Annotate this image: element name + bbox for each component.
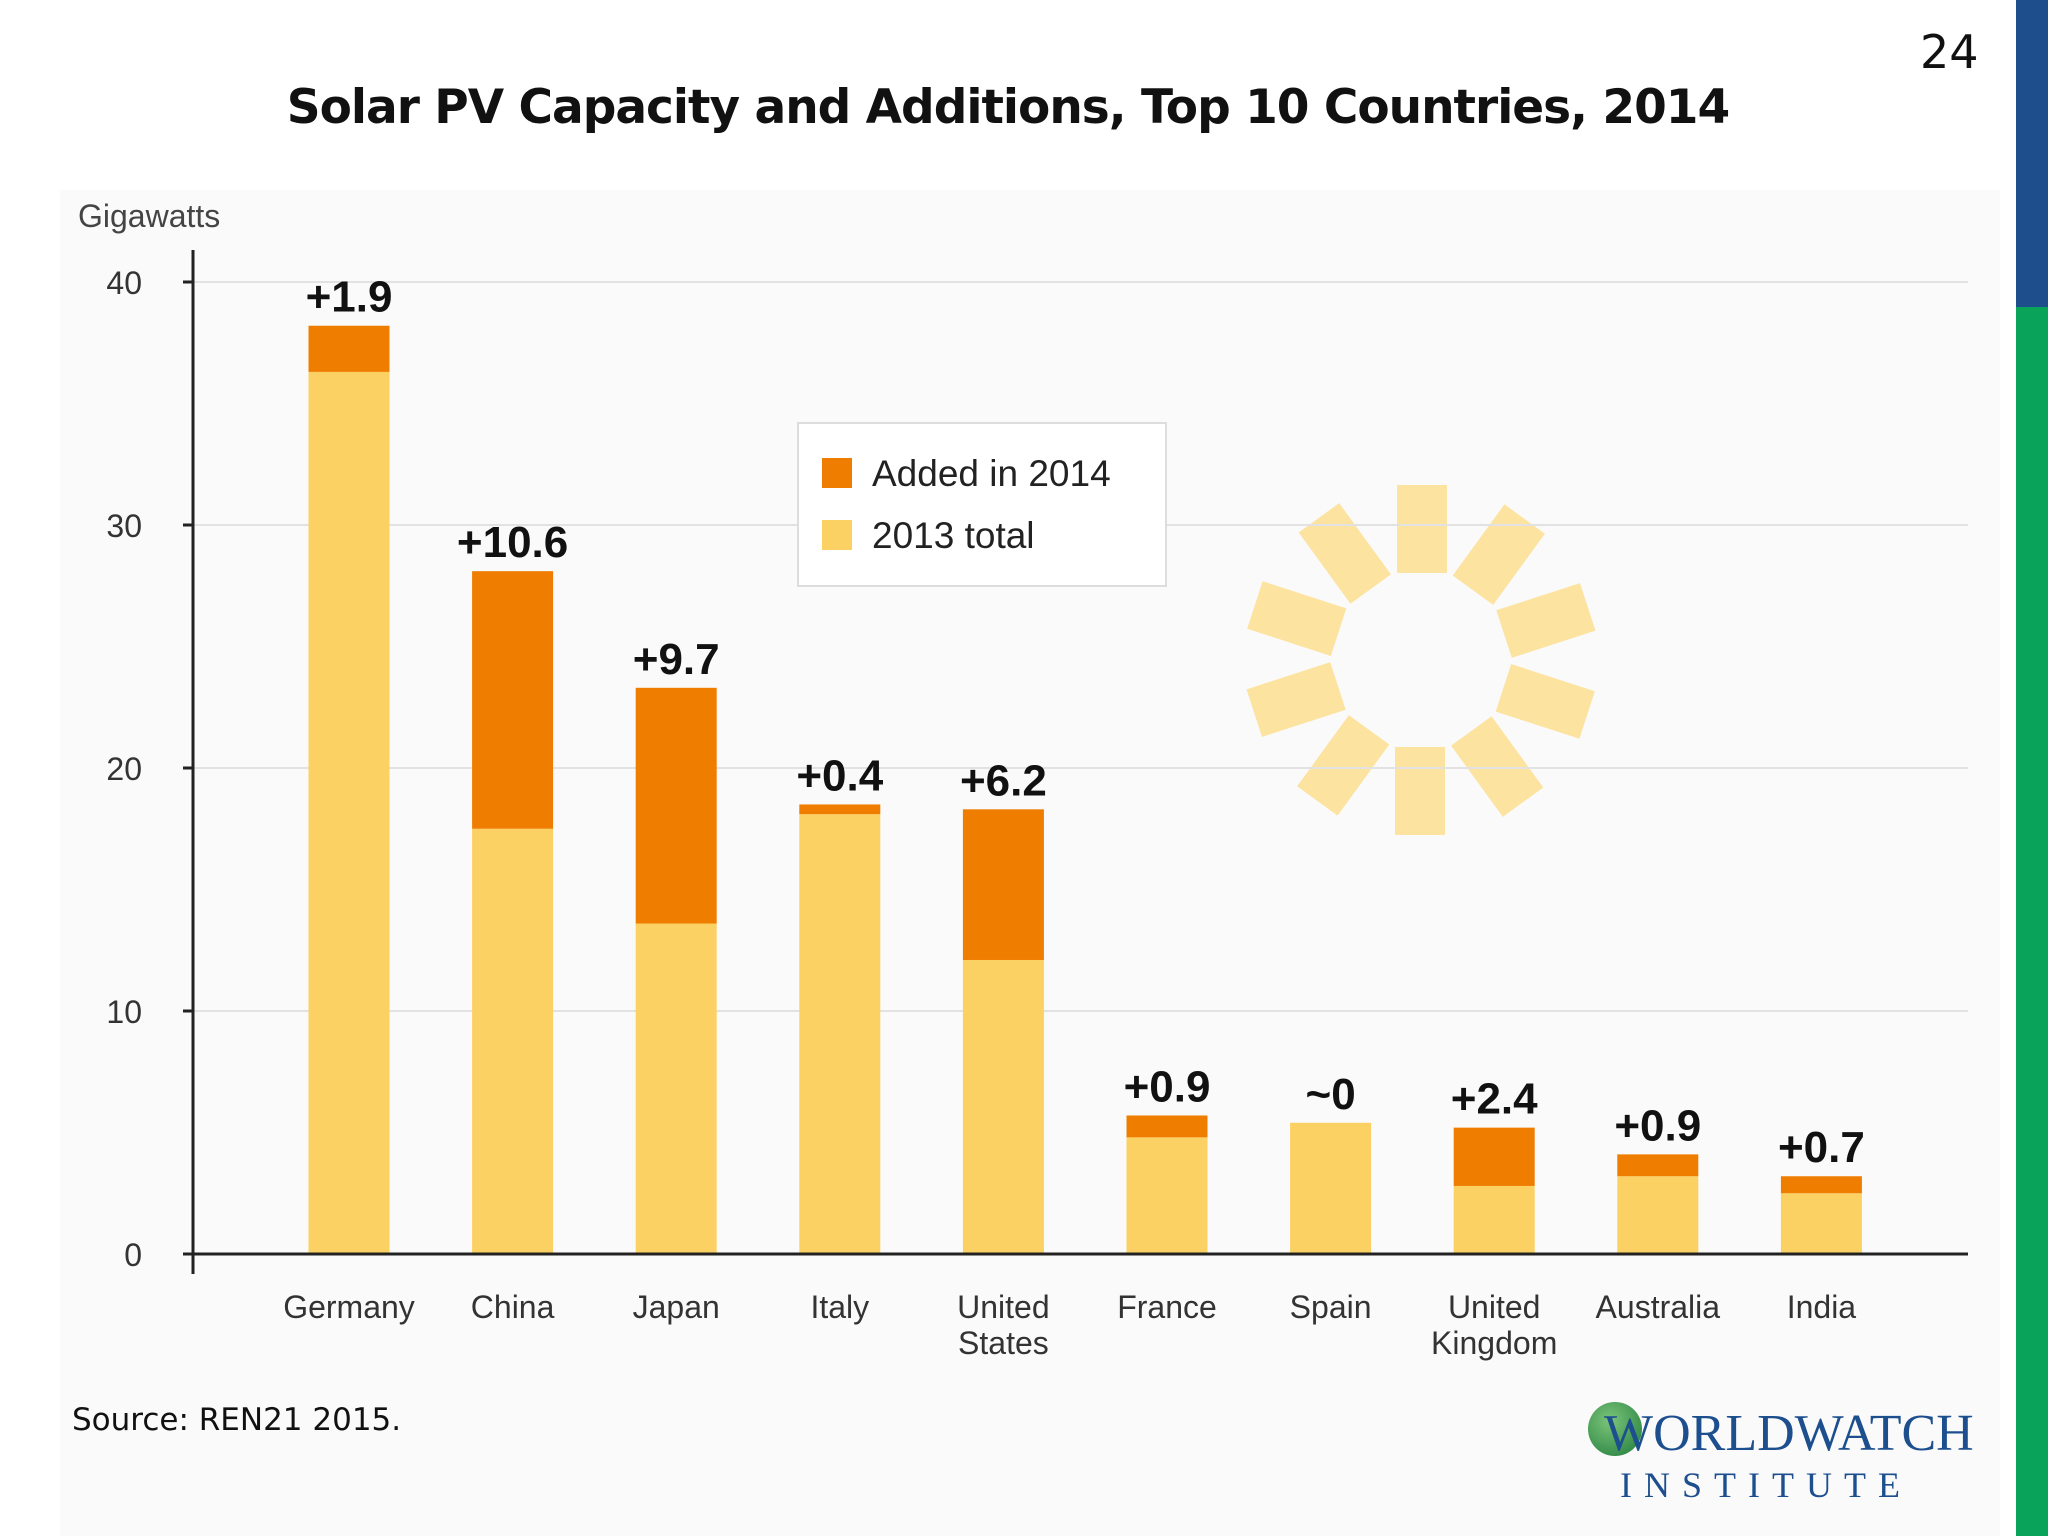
bar-added-2014: [1126, 1115, 1208, 1138]
logo-line-1: WORLDWATCH: [1604, 1405, 1974, 1462]
worldwatch-logo: WORLDWATCH INSTITUTE: [1588, 1398, 1974, 1513]
sun-icon: [1246, 485, 1596, 835]
slide-title: Solar PV Capacity and Additions, Top 10 …: [286, 80, 1730, 135]
bar-added-2014: [635, 687, 717, 924]
bar-2013-total: [308, 371, 390, 1254]
sun-ray: [1297, 715, 1390, 816]
source-note: Source: REN21 2015.: [72, 1402, 402, 1438]
x-tick-label: States: [958, 1325, 1049, 1361]
sun-ray: [1496, 583, 1596, 658]
data-label: +10.6: [457, 518, 568, 567]
bar-2013-total: [962, 959, 1044, 1254]
legend-label-2013: 2013 total: [872, 515, 1035, 556]
data-label: +6.2: [960, 756, 1047, 805]
bar-2013-total: [1126, 1137, 1208, 1254]
y-tick-label: 0: [124, 1237, 142, 1273]
x-tick-label: Germany: [283, 1289, 415, 1325]
data-label: +0.9: [1614, 1101, 1701, 1150]
bar-added-2014: [799, 804, 881, 815]
y-tick-label: 20: [106, 751, 142, 787]
x-tick-label: Italy: [810, 1289, 869, 1325]
logo-line-2: INSTITUTE: [1620, 1465, 1912, 1505]
data-label: +0.9: [1124, 1062, 1211, 1111]
data-label: +0.7: [1778, 1123, 1865, 1172]
x-tick-label: China: [471, 1289, 555, 1325]
data-label: +2.4: [1451, 1075, 1538, 1124]
x-tick-label: France: [1117, 1289, 1217, 1325]
x-tick-label: Spain: [1290, 1289, 1372, 1325]
bar-2013-total: [472, 828, 554, 1254]
page-number: 24: [1920, 25, 1979, 79]
legend-swatch-2013: [822, 520, 852, 550]
sun-ray: [1247, 581, 1347, 656]
sun-ray: [1397, 485, 1447, 573]
bar-added-2014: [308, 325, 390, 372]
bar-added-2014: [1453, 1127, 1535, 1186]
x-tick-label: Kingdom: [1431, 1325, 1557, 1361]
bar-2013-total: [799, 814, 881, 1254]
bar-added-2014: [472, 571, 554, 829]
bar-added-2014: [962, 809, 1044, 960]
bar-2013-total: [1780, 1193, 1862, 1254]
bar-2013-total: [1617, 1176, 1699, 1254]
x-tick-label: United: [1448, 1289, 1541, 1325]
data-label: +9.7: [633, 635, 720, 684]
y-tick-label: 40: [106, 265, 142, 301]
bar-2013-total: [1290, 1122, 1372, 1254]
x-tick-label: United: [957, 1289, 1050, 1325]
legend-label-added: Added in 2014: [872, 453, 1111, 494]
x-tick-label: India: [1787, 1289, 1857, 1325]
globe-icon: [1588, 1402, 1642, 1456]
bar-2013-total: [635, 923, 717, 1254]
accent-bar-green: [2016, 307, 2048, 1536]
legend: Added in 2014 2013 total: [797, 422, 1167, 587]
x-tick-label: Australia: [1596, 1289, 1721, 1325]
sun-ray: [1395, 747, 1445, 835]
bar-added-2014: [1617, 1154, 1699, 1177]
data-label: ~0: [1306, 1070, 1356, 1119]
data-label: +1.9: [306, 273, 393, 322]
sun-ray: [1451, 716, 1544, 817]
accent-bar-blue: [2016, 0, 2048, 307]
x-tick-label: Japan: [633, 1289, 720, 1325]
legend-swatch-added: [822, 458, 852, 488]
sun-ray: [1495, 664, 1595, 739]
y-axis-label: Gigawatts: [78, 198, 220, 234]
bar-2013-total: [1453, 1185, 1535, 1254]
data-label: +0.4: [796, 751, 883, 800]
sun-ray: [1298, 503, 1391, 604]
y-tick-label: 10: [106, 994, 142, 1030]
y-tick-label: 30: [106, 508, 142, 544]
sun-ray: [1452, 504, 1545, 605]
sun-ray: [1246, 662, 1346, 737]
bar-added-2014: [1780, 1176, 1862, 1194]
